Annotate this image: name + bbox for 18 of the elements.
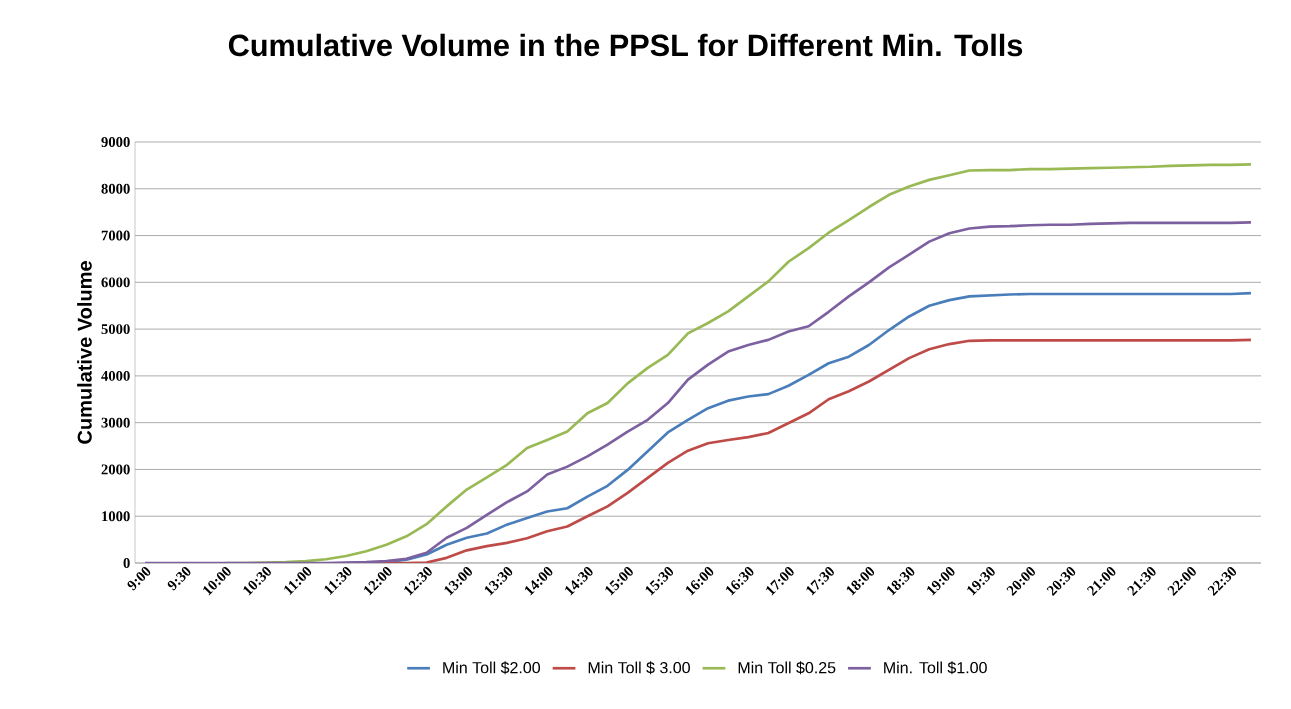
y-tick-label: 4000 — [101, 370, 130, 381]
x-tick-label: 9:30 — [167, 567, 191, 591]
y-tick-label: 0 — [123, 558, 130, 568]
legend-label: Min Toll $0.25 — [738, 661, 836, 675]
y-tick-label: 1000 — [102, 511, 130, 522]
y-tick-label: 7000 — [101, 230, 130, 241]
legend-label: Min Toll $ 3.00 — [588, 661, 690, 675]
x-tick-label: 9:00 — [127, 567, 151, 591]
chart-title: Cumulative Volume in the PPSL for Different Min. Tolls — [228, 33, 1023, 57]
y-tick-label: 9000 — [101, 137, 130, 147]
y-tick-label: 3000 — [101, 417, 130, 428]
legend-label: Min Toll $2.00 — [443, 661, 541, 675]
legend-label: Min. Toll $1.00 — [884, 661, 987, 675]
y-tick-label: 8000 — [101, 183, 130, 194]
y-tick-label: 2000 — [101, 464, 130, 475]
y-tick-label: 5000 — [101, 324, 130, 335]
y-tick-label: 6000 — [101, 277, 130, 288]
y-axis-title: Cumulative Volume — [77, 261, 92, 444]
